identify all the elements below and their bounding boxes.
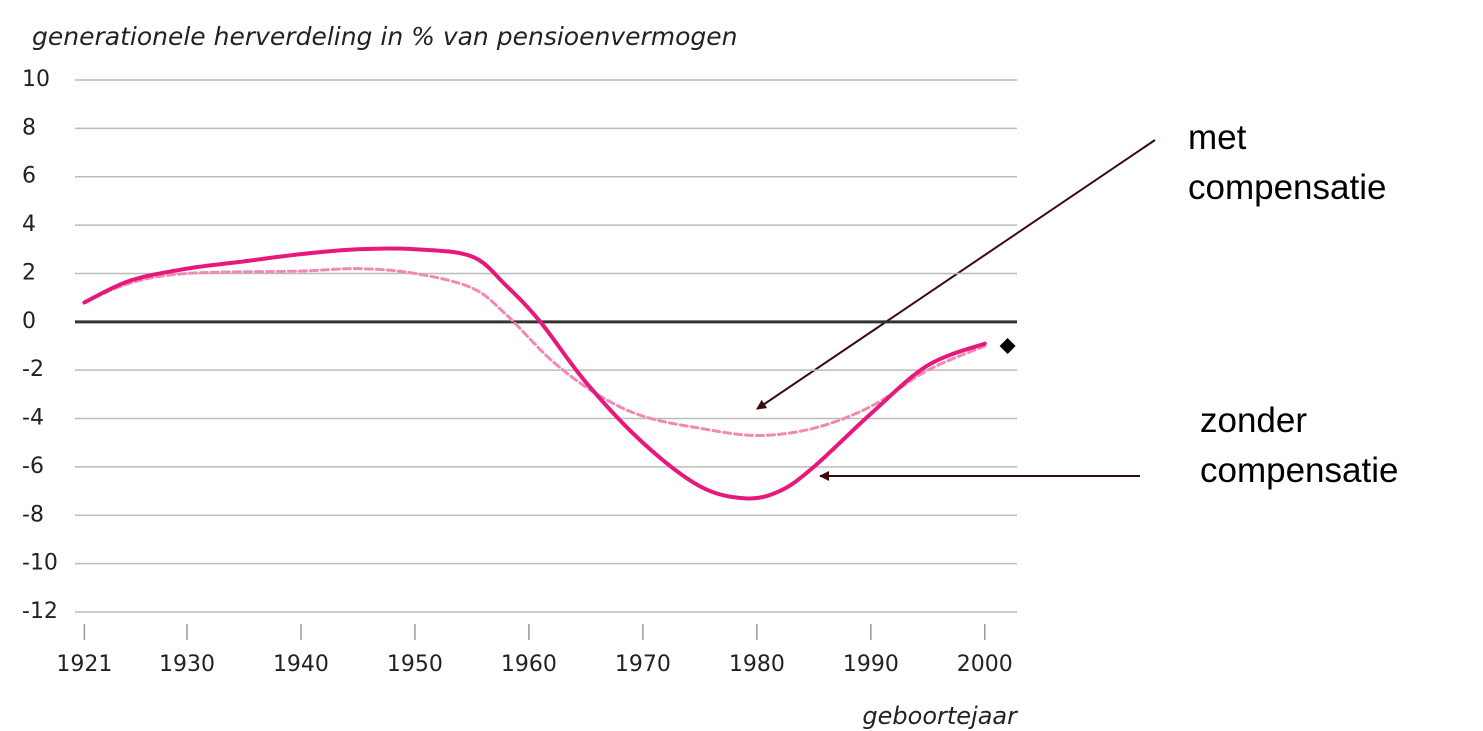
x-tick-label: 1990 (843, 652, 899, 677)
y-tick-label: -4 (22, 406, 44, 431)
x-tick-label: 2000 (957, 652, 1013, 677)
arrow (756, 139, 1156, 410)
line (82, 267, 987, 437)
x-tick-label: 1940 (273, 652, 329, 677)
x-axis-label: geboortejaar (862, 702, 1019, 730)
line (82, 246, 987, 501)
y-tick-label: 8 (22, 115, 36, 140)
x-tick-label: 1921 (56, 652, 112, 677)
y-tick-label: 6 (22, 164, 36, 189)
y-tick-label: -8 (22, 502, 44, 527)
series-label: met compensatie (1188, 118, 1387, 207)
x-tick-label: 1980 (729, 652, 785, 677)
y-tick-label: 2 (22, 260, 36, 285)
y-tick-label: 4 (22, 212, 36, 237)
x-tick-label: 1960 (501, 652, 557, 677)
y-tick-label: -2 (22, 357, 44, 382)
y-tick-label: -12 (22, 599, 58, 624)
x-tick-label: 1950 (387, 652, 443, 677)
x-tick-label: 1970 (615, 652, 671, 677)
y-tick-label: -6 (22, 454, 44, 479)
x-tick-label: 1930 (159, 652, 215, 677)
chart-title: generationele herverdeling in % van pens… (32, 22, 738, 51)
series-label: zonder compensatie (1200, 401, 1399, 490)
y-tick-label: 0 (22, 309, 36, 334)
point (999, 338, 1016, 354)
y-tick-label: -10 (22, 551, 58, 576)
y-tick-label: 10 (22, 67, 50, 92)
